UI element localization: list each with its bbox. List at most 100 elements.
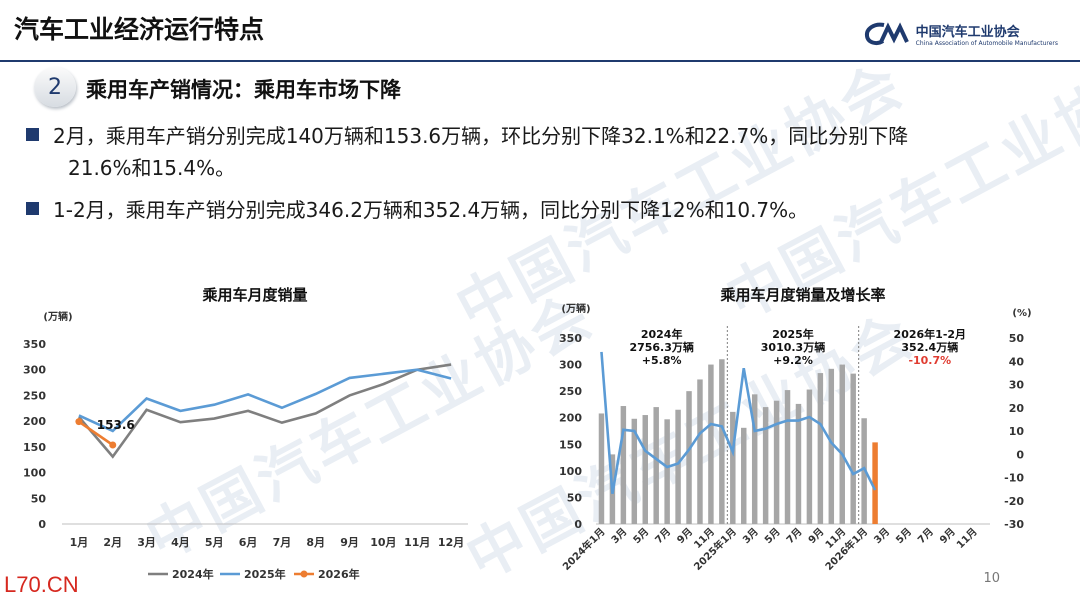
period-growth: +9.2% bbox=[773, 354, 813, 367]
y-right-tick-label: -10 bbox=[1004, 472, 1024, 485]
legend-label-2025年: 2025年 bbox=[244, 567, 286, 581]
y-axis-right-unit-label: (%) bbox=[1012, 308, 1031, 319]
corner-mark: L70.CN bbox=[4, 572, 79, 597]
bullet-square-icon bbox=[26, 128, 39, 141]
period-growth: +5.8% bbox=[642, 354, 682, 367]
x-tick-label: 6月 bbox=[239, 536, 258, 549]
y-right-tick-label: 30 bbox=[1009, 379, 1025, 392]
sales-bar bbox=[730, 411, 736, 524]
x-tick-label: 11月 bbox=[404, 536, 430, 549]
period-total: 352.4万辆 bbox=[901, 340, 958, 354]
bullet-feb-line1: 2月，乘用车产销分别完成140万辆和153.6万辆，环比分别下降32.1%和22… bbox=[53, 124, 909, 148]
bullet-feb-line2: 21.6%和15.4%。 bbox=[68, 156, 236, 180]
section-number-badge: 2 bbox=[34, 67, 76, 107]
x-tick-label: 2024年1月 bbox=[560, 525, 608, 573]
y-right-tick-label: 10 bbox=[1009, 425, 1025, 438]
x-tick-label: 10月 bbox=[370, 536, 396, 549]
series-line-2024年 bbox=[77, 363, 452, 459]
sales-bar bbox=[751, 394, 758, 524]
y-axis-left-unit-label: (万辆) bbox=[561, 302, 590, 315]
caam-logo-icon bbox=[864, 22, 909, 46]
y-tick-label: 100 bbox=[23, 467, 46, 480]
period-title: 2024年 bbox=[641, 327, 683, 341]
period-total: 2756.3万辆 bbox=[629, 340, 693, 354]
sales-bar bbox=[686, 391, 692, 524]
y-tick-label: 300 bbox=[23, 364, 46, 377]
sales-bar bbox=[741, 427, 747, 524]
y-right-tick-label: 0 bbox=[1016, 448, 1024, 461]
legend-label-2024年: 2024年 bbox=[172, 567, 214, 581]
chart-title: 乘用车月度销量及增长率 bbox=[719, 286, 885, 304]
x-tick-label: 3月 bbox=[609, 526, 629, 546]
x-tick-label: 1月 bbox=[70, 536, 89, 549]
x-tick-label: 5月 bbox=[762, 526, 782, 546]
x-tick-label: 5月 bbox=[631, 526, 651, 546]
y-right-tick-label: -20 bbox=[1004, 495, 1024, 508]
sales-bar bbox=[817, 373, 824, 524]
section-title: 乘用车产销情况：乘用车市场下降 bbox=[86, 78, 401, 102]
period-title: 2025年 bbox=[772, 327, 814, 341]
sales-bar bbox=[719, 359, 725, 524]
legend-label-2026年: 2026年 bbox=[318, 567, 360, 581]
bullet-jan-feb: 1-2月，乘用车产销分别完成346.2万辆和352.4万辆，同比分别下降12%和… bbox=[26, 194, 808, 226]
y-axis-unit-label: (万辆) bbox=[43, 310, 72, 323]
x-tick-label: 4月 bbox=[171, 536, 190, 549]
y-tick-label: 0 bbox=[38, 518, 46, 531]
y-tick-label: 150 bbox=[23, 441, 46, 454]
bullet-jan-feb-text: 1-2月，乘用车产销分别完成346.2万辆和352.4万辆，同比分别下降12%和… bbox=[53, 198, 809, 222]
y-left-tick-label: 0 bbox=[574, 518, 582, 531]
sales-bar bbox=[697, 379, 703, 524]
y-right-tick-label: -30 bbox=[1004, 518, 1024, 531]
sales-bar bbox=[872, 442, 878, 524]
sales-bar bbox=[762, 407, 769, 524]
y-right-tick-label: 20 bbox=[1009, 402, 1025, 415]
x-tick-label: 5月 bbox=[205, 536, 224, 549]
page-number: 10 bbox=[983, 571, 1000, 586]
sales-bar bbox=[839, 364, 845, 524]
monthly-sales-bar-growth-chart: 乘用车月度销量及增长率(万辆) (%)050100150200250300350-… bbox=[559, 286, 1032, 573]
y-tick-label: 50 bbox=[31, 492, 47, 505]
series-point-2026年 bbox=[109, 441, 117, 449]
sales-bar bbox=[784, 390, 791, 524]
sales-bar bbox=[773, 400, 780, 524]
caam-logo: 中国汽车工业协会 China Association of Automobile… bbox=[864, 18, 1058, 50]
x-tick-label: 2月 bbox=[103, 536, 122, 549]
sales-bar bbox=[664, 419, 670, 524]
sales-bar bbox=[708, 364, 714, 524]
sales-bar bbox=[631, 418, 638, 524]
y-tick-label: 250 bbox=[23, 389, 46, 402]
sales-bar bbox=[642, 415, 648, 524]
y-left-tick-label: 250 bbox=[559, 385, 582, 398]
period-growth: -10.7% bbox=[908, 354, 951, 367]
sales-bar bbox=[795, 403, 802, 524]
y-left-tick-label: 200 bbox=[559, 412, 582, 425]
growth-rate-line bbox=[600, 351, 877, 494]
bullet-square-icon bbox=[26, 202, 39, 215]
y-right-tick-label: 50 bbox=[1009, 332, 1025, 345]
x-tick-label: 3月 bbox=[872, 526, 892, 546]
series-point-2026年 bbox=[75, 418, 83, 426]
period-total: 3010.3万辆 bbox=[761, 340, 825, 354]
chart-title: 乘用车月度销量 bbox=[201, 286, 307, 304]
header-divider bbox=[0, 60, 1080, 62]
page-title: 汽车工业经济运行特点 bbox=[14, 15, 265, 44]
bullet-feb: 2月，乘用车产销分别完成140万辆和153.6万辆，环比分别下降32.1%和22… bbox=[26, 120, 1066, 184]
x-tick-label: 7月 bbox=[784, 526, 804, 546]
x-tick-label: 7月 bbox=[653, 526, 673, 546]
monthly-sales-line-chart: 乘用车月度销量 (万辆) 0 50 100 150 200 250 300 350 1月 2月 3月 4月… bbox=[23, 286, 468, 581]
period-title: 2026年1-2月 bbox=[894, 327, 967, 341]
sales-bar bbox=[598, 413, 605, 524]
x-tick-label: 11月 bbox=[954, 526, 979, 551]
x-tick-label: 3月 bbox=[137, 536, 156, 549]
sales-bar bbox=[806, 389, 813, 524]
y-tick-label: 350 bbox=[23, 338, 46, 351]
sales-bar bbox=[828, 368, 835, 524]
data-label: 153.6 bbox=[97, 418, 135, 432]
logo-english-name: China Association of Automobile Manufact… bbox=[915, 40, 1058, 47]
y-left-tick-label: 50 bbox=[567, 491, 583, 504]
y-tick-label: 200 bbox=[23, 415, 46, 428]
x-tick-label: 5月 bbox=[894, 526, 914, 546]
sales-bar bbox=[653, 407, 659, 524]
y-right-tick-label: 40 bbox=[1009, 355, 1025, 368]
x-tick-label: 7月 bbox=[273, 536, 292, 549]
